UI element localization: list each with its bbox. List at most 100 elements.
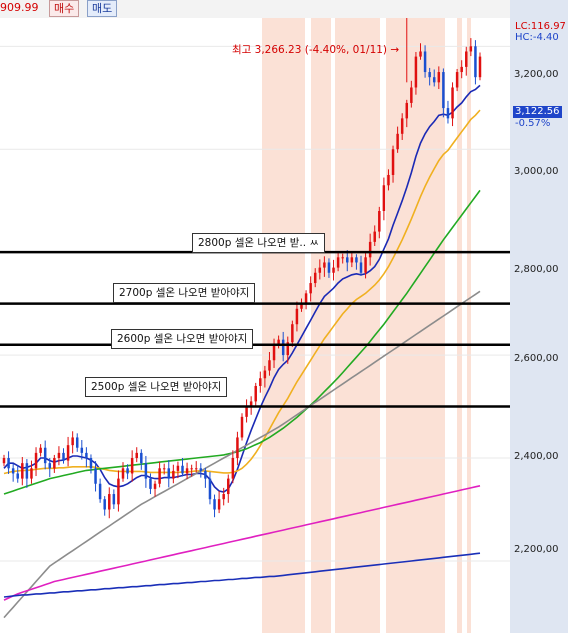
- candle-body-43: [199, 468, 203, 471]
- candle-body-25: [117, 478, 120, 505]
- candle-body-86: [396, 133, 399, 150]
- candle-body-5: [25, 463, 29, 479]
- candle-body-60: [277, 339, 280, 345]
- candle-body-80: [368, 241, 372, 258]
- y-tick-2600: 2,600,00: [514, 353, 559, 364]
- candle-body-37: [172, 470, 175, 479]
- y-tick-3200: 3,200,00: [514, 69, 559, 80]
- candle-body-77: [355, 257, 358, 263]
- candle-body-104: [478, 56, 482, 78]
- buy-button[interactable]: 매수: [49, 0, 80, 17]
- candle-body-46: [213, 499, 216, 510]
- candle-body-76: [350, 257, 354, 263]
- price-chart[interactable]: [0, 0, 510, 633]
- candle-body-65: [300, 303, 303, 309]
- candle-body-23: [108, 494, 111, 510]
- candle-body-18: [85, 452, 88, 459]
- candle-body-33: [153, 483, 157, 489]
- candle-body-74: [341, 257, 344, 259]
- candle-body-51: [236, 437, 239, 459]
- candle-body-47: [217, 499, 221, 510]
- candle-body-58: [268, 360, 271, 371]
- candle-body-32: [149, 478, 152, 489]
- shaded-region-1: [311, 18, 331, 633]
- candle-body-89: [410, 87, 413, 103]
- candle-body-36: [167, 468, 171, 479]
- candle-body-0: [2, 458, 6, 464]
- candle-body-27: [126, 468, 129, 474]
- candle-body-22: [103, 499, 106, 510]
- candle-body-73: [336, 257, 340, 268]
- shaded-region-3: [386, 18, 445, 633]
- candle-body-53: [245, 406, 248, 417]
- candle-body-15: [71, 437, 74, 446]
- candle-body-41: [190, 468, 193, 470]
- y-tick-2400: 2,400,00: [514, 451, 559, 462]
- y-axis-panel[interactable]: [510, 0, 568, 633]
- y-tick-3000: 3,000,00: [514, 166, 559, 177]
- candle-body-56: [259, 378, 262, 386]
- candle-body-57: [263, 370, 267, 379]
- ma480-line: [3, 485, 481, 601]
- candle-body-100: [460, 66, 463, 73]
- note-2600: 2600p 셀온 나오면 받아야지: [111, 329, 254, 349]
- candle-body-9: [43, 447, 47, 464]
- candle-body-82: [378, 211, 381, 232]
- candle-body-68: [313, 272, 317, 284]
- candle-body-28: [130, 458, 134, 474]
- candle-body-87: [400, 118, 404, 134]
- candle-body-75: [346, 257, 349, 263]
- current-change-label: -0.57%: [515, 118, 551, 129]
- candle-body-19: [89, 458, 93, 469]
- candle-body-44: [204, 470, 207, 479]
- candle-body-6: [30, 468, 33, 479]
- candle-body-26: [121, 468, 125, 479]
- ma120-line: [3, 189, 481, 495]
- candle-body-84: [387, 174, 390, 186]
- candle-body-71: [327, 262, 331, 273]
- candle-body-42: [194, 468, 198, 470]
- candle-body-102: [469, 46, 473, 52]
- candle-body-29: [135, 452, 138, 459]
- candle-body-3: [16, 473, 19, 479]
- candlesticks: [2, 12, 482, 519]
- candle-body-20: [94, 468, 97, 484]
- candle-body-35: [162, 468, 166, 470]
- candle-body-85: [391, 149, 395, 175]
- candle-body-67: [309, 283, 312, 294]
- candle-body-39: [181, 465, 184, 474]
- candle-body-91: [419, 51, 422, 57]
- candle-body-88: [405, 102, 409, 119]
- ma60-line: [3, 109, 481, 475]
- candle-body-8: [39, 447, 42, 453]
- ma960-line: [3, 552, 481, 598]
- candle-body-90: [414, 56, 418, 88]
- candle-body-21: [98, 483, 102, 500]
- candle-body-55: [254, 385, 257, 402]
- candle-body-11: [53, 458, 56, 469]
- candle-body-66: [304, 293, 308, 304]
- candle-body-54: [249, 401, 253, 407]
- candle-body-50: [231, 458, 235, 479]
- candle-body-38: [176, 465, 180, 471]
- sell-button[interactable]: 매도: [87, 0, 118, 17]
- note-2800: 2800p 셀온 나오면 받.. ㅆ: [192, 233, 326, 253]
- candle-body-4: [21, 463, 24, 479]
- candle-body-97: [446, 108, 450, 119]
- candle-body-101: [465, 51, 468, 67]
- candle-body-103: [474, 46, 477, 78]
- candle-body-98: [451, 87, 454, 119]
- shaded-region-0: [262, 18, 305, 633]
- candle-body-72: [332, 267, 335, 273]
- candle-body-99: [455, 72, 459, 88]
- candle-body-16: [75, 437, 79, 448]
- candle-body-52: [240, 416, 244, 438]
- candle-body-14: [66, 445, 70, 461]
- candle-body-49: [227, 478, 230, 495]
- shaded-region-2: [335, 18, 380, 633]
- peak-annotation: 최고 3,266.23 (-4.40%, 01/11) →: [232, 44, 400, 56]
- note-2700: 2700p 셀온 나오면 받아야지: [113, 283, 256, 303]
- toolbar: 909.99 매수 매도: [0, 0, 510, 18]
- note-2500: 2500p 셀온 나오면 받아야지: [85, 377, 228, 397]
- candle-body-48: [222, 494, 225, 500]
